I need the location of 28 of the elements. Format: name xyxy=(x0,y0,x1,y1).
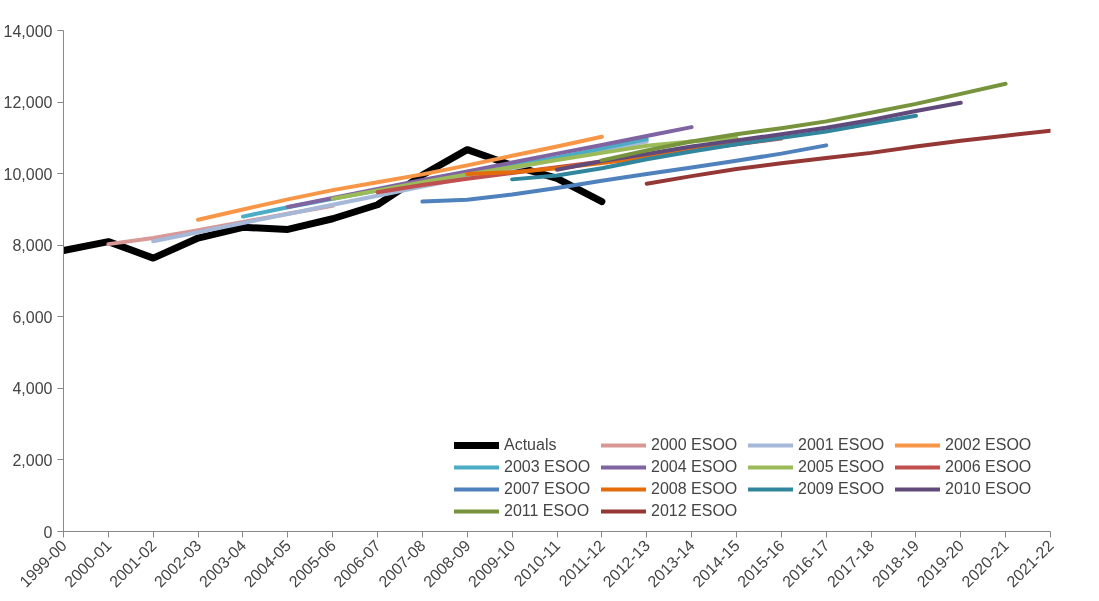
legend-label: 2001 ESOO xyxy=(798,436,886,454)
legend-label: 2006 ESOO xyxy=(945,458,1033,476)
y-tick-label: 14,000 xyxy=(3,22,53,40)
line-series xyxy=(420,143,829,204)
legend-label: 2002 ESOO xyxy=(945,436,1033,454)
legend-label: Actuals xyxy=(504,436,558,454)
y-tick-label: 0 xyxy=(43,523,53,541)
y-tick-label: 4,000 xyxy=(12,380,53,398)
legend-label: 2004 ESOO xyxy=(651,458,739,476)
line-series xyxy=(555,100,963,172)
line-series xyxy=(644,128,1051,186)
legend-label: 2003 ESOO xyxy=(504,458,592,476)
line-series xyxy=(196,134,604,222)
legend-label: 2012 ESOO xyxy=(651,502,739,520)
legend-label: 2010 ESOO xyxy=(945,480,1033,498)
legend-label: 2000 ESOO xyxy=(651,436,739,454)
y-tick-label: 6,000 xyxy=(12,308,53,326)
y-tick-label: 8,000 xyxy=(12,237,53,255)
legend-label: 2011 ESOO xyxy=(504,502,591,520)
legend-label: 2005 ESOO xyxy=(798,458,886,476)
y-tick-label: 10,000 xyxy=(3,165,53,183)
y-tick-label: 2,000 xyxy=(12,451,53,469)
legend-label: 2008 ESOO xyxy=(651,480,739,498)
legend-label: 2007 ESOO xyxy=(504,480,592,498)
line-series xyxy=(599,81,1008,163)
line-series xyxy=(510,113,918,182)
legend-label: 2009 ESOO xyxy=(798,480,886,498)
y-tick-label: 12,000 xyxy=(3,94,53,112)
